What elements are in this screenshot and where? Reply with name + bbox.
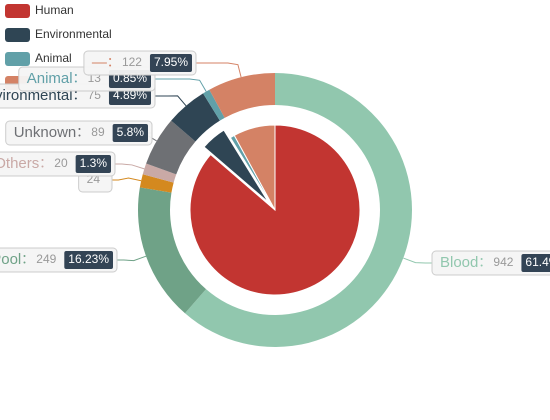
outer-slice [171,93,220,142]
pct-box [75,155,111,173]
legend-swatch [5,52,30,66]
label-value: 89 [91,125,105,139]
label-sep: ： [21,251,34,266]
pct-box [149,54,192,72]
data-label: Pool：249 16.23% [0,247,118,273]
label-value: 75 [88,88,102,102]
label-value: 249 [36,252,56,266]
leader-line [155,78,207,92]
leader-line [115,163,145,170]
leader-line [155,95,187,107]
label-name: Pool [0,251,21,268]
label-sep: ： [478,254,491,269]
inner-slice [203,129,269,203]
label-value: 122 [122,55,142,69]
label-value: 942 [493,255,513,269]
leader-line [196,62,242,78]
label-value: 20 [54,156,68,170]
legend-swatch [5,28,30,42]
legend-swatch [5,4,30,18]
label-name: Unknown [14,124,77,141]
pct-box [64,251,113,269]
label-box [431,250,550,276]
label-name: Blood [440,254,478,271]
label-name: — [92,54,107,71]
leader-line [403,257,432,264]
outer-slice [138,187,207,314]
label-sep: ： [107,54,120,69]
pct-box [521,254,550,272]
inner-slice [233,124,276,211]
label-sep: ： [39,155,52,170]
data-label: Unknown： 89 5.8% [5,120,153,146]
label-name: Others [0,155,39,172]
label-percent: 5.8% [117,125,145,139]
legend-label: Human [35,3,74,17]
outer-slice [203,89,225,121]
label-sep: ： [73,70,86,85]
data-label: —： 122 7.95% [83,50,197,76]
outer-slice [146,120,196,175]
outer-slice [209,73,275,118]
outer-slice [139,174,174,193]
label-name: Animal [27,70,73,87]
label-sep: ： [76,124,89,139]
label-percent: 61.4% [525,255,550,269]
legend-label: Environmental [35,27,112,41]
label-percent: 7.95% [154,55,188,69]
leader-line [117,255,147,262]
outer-slice [184,73,412,347]
label-percent: 4.89% [113,88,147,102]
label-percent: 16.23% [68,252,109,266]
label-percent: 1.3% [80,156,108,170]
data-label: Others： 20 1.3% [0,151,116,177]
outer-slice [142,163,177,183]
leader-line [112,177,142,182]
legend-label: Animal [35,51,72,65]
pct-box [112,124,148,142]
data-label: Blood：942 61.4% [431,250,550,276]
